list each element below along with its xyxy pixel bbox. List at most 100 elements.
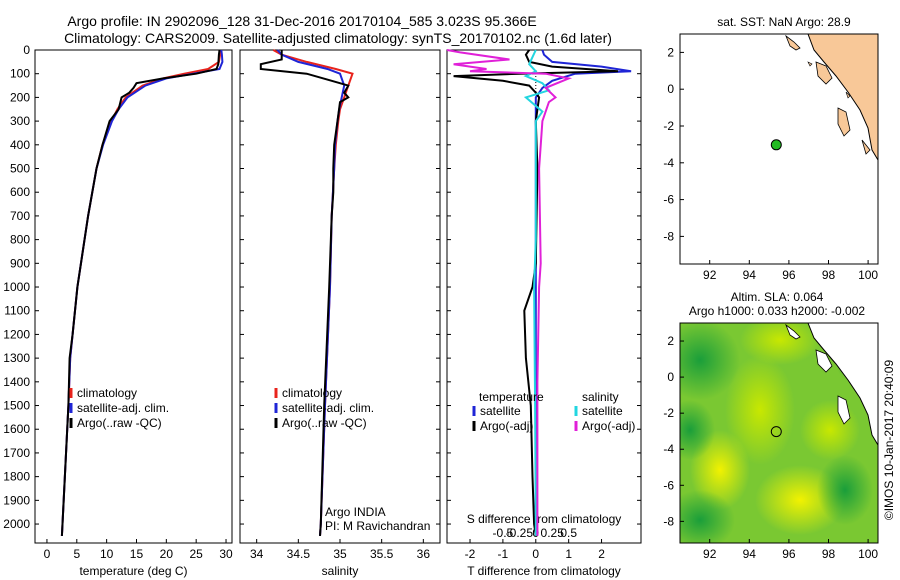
legend-label: Argo(..raw -QC) <box>77 416 162 430</box>
series-line <box>446 49 573 536</box>
map-y-tick-label: -6 <box>663 478 674 492</box>
series-line <box>272 49 354 536</box>
series-line <box>259 50 350 536</box>
x-axis-label: T difference from climatology <box>467 564 621 578</box>
legend-label: satellite-adj. clim. <box>282 401 374 415</box>
depth-tick-label: 0 <box>23 43 30 57</box>
nias-island <box>815 61 833 85</box>
map-y-tick-label: -2 <box>663 119 674 133</box>
depth-tick-label: 1900 <box>3 493 30 507</box>
plot-frame <box>34 49 233 544</box>
map-y-tick-label: 2 <box>667 334 674 348</box>
simeulue-island <box>785 34 801 51</box>
map-x-tick-label: 100 <box>858 547 878 561</box>
float-position-marker-sla <box>770 426 782 438</box>
depth-tick-label: 1400 <box>3 375 30 389</box>
map-y-tick-label: 2 <box>667 45 674 59</box>
salinity-panel: 34 34.5 35 35.5 36 salinity climatologysatelli… <box>239 49 441 578</box>
s-tick-label: -0.25 <box>506 526 534 540</box>
legend-label: Argo(-adj) <box>480 419 533 433</box>
series-line <box>60 50 222 536</box>
legend-label: satellite <box>582 404 623 418</box>
legend-label: satellite <box>480 404 521 418</box>
annotation-text: Argo INDIA <box>325 505 386 519</box>
x-axis-label: salinity <box>322 564 359 578</box>
x-tick-label: 34 <box>250 547 264 561</box>
x-tick-label: 0 <box>44 547 51 561</box>
header-line2: Climatology: CARS2009. Satellite-adjuste… <box>64 30 612 46</box>
depth-tick-label: 800 <box>10 233 30 247</box>
map-x-tick-label: 96 <box>782 547 796 561</box>
legend-title-temperature: temperature <box>479 390 544 404</box>
s-tick-label: -0.5 <box>493 526 514 540</box>
depth-tick-label: 900 <box>10 256 30 270</box>
depth-tick-label: 1800 <box>3 470 30 484</box>
x-tick-label: 30 <box>219 547 233 561</box>
map-y-tick-label: 0 <box>667 82 674 96</box>
legend-label: climatology <box>282 386 342 400</box>
float-position-marker <box>770 139 782 151</box>
s-tick-label: 0.25 <box>541 526 565 540</box>
sumatra-land <box>807 34 878 161</box>
map-x-tick-label: 98 <box>822 268 836 282</box>
depth-tick-label: 500 <box>10 162 30 176</box>
depth-tick-label: 1600 <box>3 422 30 436</box>
map-y-tick-label: -4 <box>663 442 674 456</box>
map-x-tick-label: 94 <box>743 268 757 282</box>
depth-tick-label: 1200 <box>3 327 30 341</box>
sla-heatmap <box>680 323 878 543</box>
map-y-tick-label: -2 <box>663 406 674 420</box>
map-x-tick-label: 92 <box>703 547 717 561</box>
series-line <box>276 49 346 536</box>
depth-tick-label: 1500 <box>3 399 30 413</box>
mentawai-islands <box>837 107 871 155</box>
sst-map-panel: sat. SST: NaN Argo: 28.9 92 94 96 98 100 2 0 -2… <box>663 15 879 282</box>
depth-tick-label: 2000 <box>3 517 30 531</box>
x-tick-label: 35 <box>333 547 347 561</box>
x-tick-label: -1 <box>498 547 509 561</box>
depth-tick-label: 300 <box>10 114 30 128</box>
series-line <box>60 49 221 536</box>
sla-map-title-line1: Altim. SLA: 0.064 <box>731 290 824 304</box>
map-x-tick-label: 94 <box>743 547 757 561</box>
plot-frame <box>446 49 642 544</box>
copyright-side-text: ©IMOS 10-Jan-2017 20:40:09 <box>882 360 896 521</box>
x-tick-label: 1 <box>565 547 572 561</box>
x-tick-label: 35.5 <box>370 547 394 561</box>
x-tick-label: 5 <box>73 547 80 561</box>
series-line <box>523 49 551 536</box>
map-x-tick-label: 92 <box>703 268 717 282</box>
sla-map-panel: Altim. SLA: 0.064 Argo h1000: 0.033 h200… <box>663 290 879 561</box>
sst-map-title: sat. SST: NaN Argo: 28.9 <box>717 15 851 29</box>
x-tick-label: 0 <box>532 547 539 561</box>
depth-tick-label: 400 <box>10 138 30 152</box>
difference-panel: -2 -1 0 1 2 T difference from climatology -0.5… <box>446 49 642 578</box>
x-axis-label: temperature (deg C) <box>79 564 187 578</box>
s-tick-label: 0.5 <box>560 526 577 540</box>
depth-tick-label: 1300 <box>3 351 30 365</box>
x-tick-label: 34.5 <box>287 547 311 561</box>
plot-frame <box>239 49 441 544</box>
map-y-tick-label: -6 <box>663 193 674 207</box>
depth-tick-label: 1700 <box>3 446 30 460</box>
x-tick-label: 25 <box>190 547 204 561</box>
header-line1: Argo profile: IN 2902096_128 31-Dec-2016… <box>67 13 536 29</box>
top-axis-label: S difference from climatology <box>467 512 622 526</box>
series-line <box>534 49 632 536</box>
legend-label: Argo(..raw -QC) <box>282 416 367 430</box>
map-y-tick-label: -4 <box>663 156 674 170</box>
small-islands <box>807 61 851 99</box>
annotation-text: PI: M Ravichandran <box>325 519 430 533</box>
legend-label: climatology <box>77 386 137 400</box>
sla-map-title-line2: Argo h1000: 0.033 h2000: -0.002 <box>689 304 865 318</box>
map-x-tick-label: 98 <box>822 547 836 561</box>
legend-label: satellite-adj. clim. <box>77 401 169 415</box>
x-tick-label: 36 <box>417 547 431 561</box>
depth-tick-label: 700 <box>10 209 30 223</box>
map-y-tick-label: 0 <box>667 370 674 384</box>
map-x-tick-label: 96 <box>782 268 796 282</box>
depth-tick-label: 1100 <box>4 304 30 318</box>
x-tick-label: 2 <box>598 547 605 561</box>
map-x-tick-label: 100 <box>858 268 878 282</box>
